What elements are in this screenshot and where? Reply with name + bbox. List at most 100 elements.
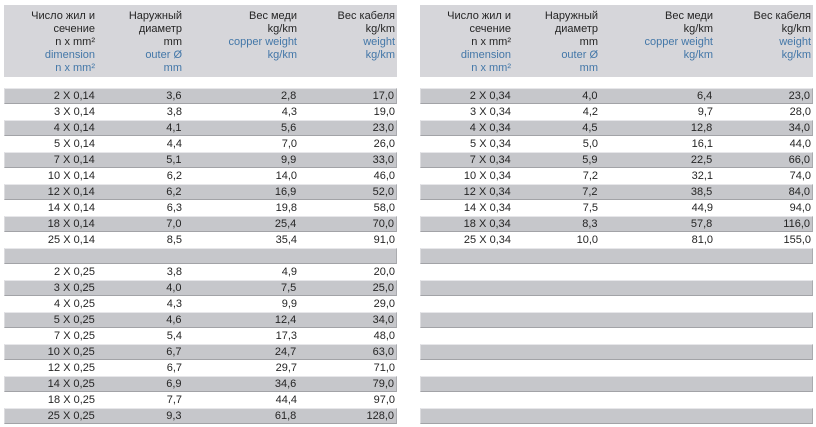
table-cell: 4 X 0,25 xyxy=(54,298,95,310)
table-cell: 61,8 xyxy=(274,410,297,422)
table-cell: 81,0 xyxy=(691,234,713,246)
table-cell: 3 X 0,25 xyxy=(53,282,95,294)
table-cell: 25 X 0,25 xyxy=(47,410,95,422)
table-row: 5 X 0,34 5,0 16,1 44,0 xyxy=(420,136,813,152)
table-cell: 28,0 xyxy=(789,106,811,118)
table-cell: 7 X 0,25 xyxy=(54,330,95,342)
table-header: Число жил и сечение n x mm² dimension n x mm… xyxy=(420,5,813,77)
table-row: 2 X 0,34 4,0 6,4 23,0 xyxy=(420,88,813,104)
table-cell: 14 X 0,34 xyxy=(463,202,511,214)
table-row: 7 X 0,25 5,4 17,3 48,0 xyxy=(4,328,397,344)
header-line-en: n x mm² xyxy=(55,62,95,74)
column-header: Число жил и сечение n x mm² dimension n x mm… xyxy=(420,10,511,77)
table-cell: 18 X 0,34 xyxy=(463,218,511,230)
table-row: 18 X 0,14 7,0 25,4 70,0 xyxy=(4,216,397,232)
table-cell: 7,0 xyxy=(281,138,297,150)
table-cell: 23,0 xyxy=(788,90,810,102)
header-line-en: kg/km xyxy=(781,49,811,61)
table-cell: 32,1 xyxy=(691,170,713,182)
table-cell: 74,0 xyxy=(789,170,811,182)
table-cell: 48,0 xyxy=(373,330,395,342)
table-cell: 20,0 xyxy=(373,266,395,278)
table-cell: 6,7 xyxy=(166,362,182,374)
table-cell: 97,0 xyxy=(373,394,395,406)
table-cell: 22,5 xyxy=(690,154,713,166)
table-cell: 3 X 0,34 xyxy=(470,106,511,118)
table-cell: 6,2 xyxy=(166,186,182,198)
table-cell: 19,0 xyxy=(373,106,395,118)
header-line-en: dimension xyxy=(44,49,95,61)
table-cell: 2 X 0,14 xyxy=(53,90,95,102)
header-line-ru: сечение xyxy=(53,23,95,35)
header-line-ru: Вес кабеля xyxy=(753,10,812,22)
table-cell: 4,5 xyxy=(582,122,598,134)
table-row-empty xyxy=(420,264,813,280)
table-row: 4 X 0,25 4,3 9,9 29,0 xyxy=(4,296,397,312)
header-line-ru: n x mm² xyxy=(471,36,511,48)
header-line-en: outer Ø xyxy=(561,49,598,61)
table-cell: 38,5 xyxy=(690,186,713,198)
header-line-ru: диаметр xyxy=(138,23,182,35)
table-cell: 44,9 xyxy=(691,202,713,214)
table-cell: 4 X 0,34 xyxy=(469,122,511,134)
table-cell: 26,0 xyxy=(373,138,395,150)
table-cell: 5 X 0,14 xyxy=(54,138,95,150)
table-cell: 94,0 xyxy=(789,202,811,214)
table-cell: 18 X 0,14 xyxy=(47,218,95,230)
table-row-empty xyxy=(420,248,813,264)
table-cell: 4,1 xyxy=(166,122,182,134)
table-row-empty xyxy=(420,360,813,376)
table-cell: 7,5 xyxy=(582,202,598,214)
table-cell: 14 X 0,14 xyxy=(47,202,95,214)
header-line-en: mm xyxy=(163,62,182,74)
table-cell: 4,0 xyxy=(582,90,598,102)
table-cell: 9,9 xyxy=(281,298,297,310)
table-cell: 6,4 xyxy=(696,90,713,102)
table-cell: 14,0 xyxy=(275,170,297,182)
table-cell: 12 X 0,34 xyxy=(463,186,511,198)
table-cell: 7,0 xyxy=(166,218,182,230)
table-cell: 9,7 xyxy=(697,106,713,118)
table-cell: 29,7 xyxy=(275,362,297,374)
table-row: 12 X 0,34 7,2 38,5 84,0 xyxy=(420,184,813,200)
table-row: 14 X 0,14 6,3 19,8 58,0 xyxy=(4,200,397,216)
table-row: 10 X 0,25 6,7 24,7 63,0 xyxy=(4,344,397,360)
table-row-empty xyxy=(420,312,813,328)
table-cell: 29,0 xyxy=(373,298,395,310)
header-line-ru: сечение xyxy=(469,23,511,35)
column-header: Вес меди kg/km copper weight kg/km xyxy=(182,10,298,77)
header-line-ru: диаметр xyxy=(554,23,598,35)
table-cell: 16,9 xyxy=(274,186,297,198)
table-cell: 2 X 0,34 xyxy=(469,90,511,102)
header-line-en: copper weight xyxy=(228,36,298,48)
column-header: Вес кабеля kg/km weight kg/km xyxy=(297,10,397,77)
header-line-ru: Число жил и xyxy=(447,10,511,22)
table-cell: 19,8 xyxy=(275,202,297,214)
table-cell: 2,8 xyxy=(280,90,297,102)
table-cell: 7,7 xyxy=(166,394,182,406)
table-row-empty xyxy=(420,280,813,296)
table-cell: 6,9 xyxy=(166,378,182,390)
table-cell: 17,3 xyxy=(275,330,297,342)
table-cell: 52,0 xyxy=(372,186,394,198)
table-cell: 16,1 xyxy=(691,138,713,150)
header-line-ru: Вес кабеля xyxy=(337,10,396,22)
table-cell: 12 X 0,14 xyxy=(47,186,95,198)
header-line-en: mm xyxy=(579,62,598,74)
table-cell: 5,6 xyxy=(280,122,297,134)
table-cell: 6,7 xyxy=(166,346,182,358)
header-line-en: kg/km xyxy=(267,49,297,61)
table-row: 10 X 0,14 6,2 14,0 46,0 xyxy=(4,168,397,184)
table-row: 5 X 0,14 4,4 7,0 26,0 xyxy=(4,136,397,152)
header-line-en: dimension xyxy=(460,49,511,61)
table-row: 3 X 0,25 4,0 7,5 25,0 xyxy=(4,280,397,296)
table-cell: 3,8 xyxy=(166,266,182,278)
table-cell: 5,9 xyxy=(582,154,598,166)
table-cell: 10 X 0,25 xyxy=(47,346,95,358)
table-cell: 17,0 xyxy=(372,90,394,102)
table-row: 25 X 0,34 10,0 81,0 155,0 xyxy=(420,232,813,248)
table-cell: 18 X 0,25 xyxy=(47,394,95,406)
header-line-ru: n x mm² xyxy=(55,36,95,48)
table-cell: 8,5 xyxy=(166,234,182,246)
table-cell: 4,3 xyxy=(166,298,182,310)
